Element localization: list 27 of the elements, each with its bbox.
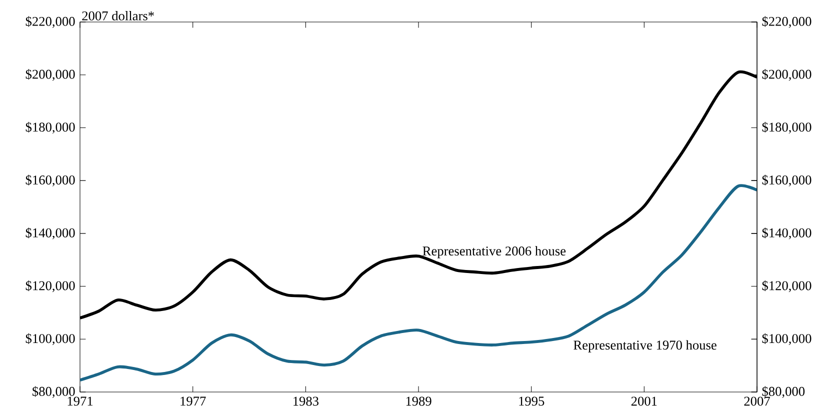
y-tick-label: $120,000 <box>26 280 75 292</box>
y2-tick-label: $220,000 <box>762 16 812 28</box>
x-tick-label: 2007 <box>744 396 770 406</box>
series-label: Representative 1970 house <box>574 340 716 352</box>
y-tick-label: $200,000 <box>26 69 75 81</box>
y2-tick-label: $100,000 <box>762 333 812 345</box>
y2-tick-label: $80,000 <box>762 386 805 398</box>
x-tick-label: 1995 <box>519 396 544 406</box>
y-tick-label: $100,000 <box>26 333 75 345</box>
y-tick-label: $80,000 <box>32 386 75 398</box>
line-series <box>80 184 758 382</box>
x-tick-label: 1971 <box>68 396 93 406</box>
y-tick-label: $140,000 <box>26 228 75 240</box>
x-tick-label: 1989 <box>406 396 432 406</box>
x-tick-label: 1983 <box>294 396 318 406</box>
x-tick-label: 2001 <box>631 396 657 406</box>
x-tick-label: 1977 <box>180 396 206 406</box>
y2-tick-label: $200,000 <box>762 69 812 81</box>
y2-tick-label: $180,000 <box>762 122 812 134</box>
y-axis-title: 2007 dollars* <box>82 11 154 20</box>
y-tick-label: $160,000 <box>26 174 75 186</box>
y-tick-label: $180,000 <box>26 122 75 134</box>
y2-tick-label: $160,000 <box>762 174 812 186</box>
y2-tick-label: $140,000 <box>762 228 812 240</box>
y2-tick-label: $120,000 <box>762 280 812 292</box>
y-tick-label: $220,000 <box>26 16 75 28</box>
series-label: Representative 2006 house <box>422 246 566 258</box>
